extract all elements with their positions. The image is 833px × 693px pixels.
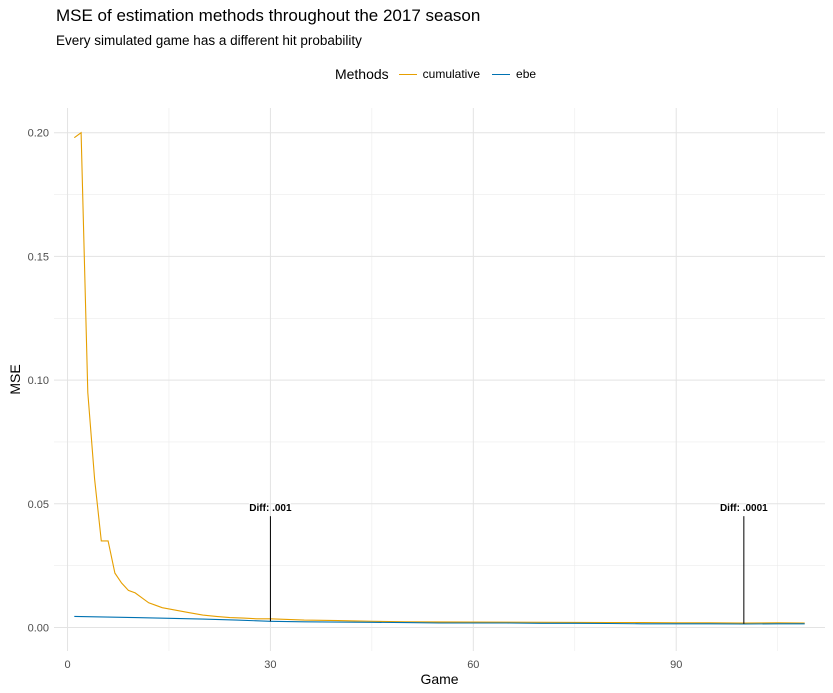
series-line-cumulative	[73, 131, 805, 624]
legend: Methods cumulative ebe	[0, 66, 833, 82]
x-tick-label: 60	[467, 659, 479, 671]
legend-item-cumulative: cumulative	[398, 67, 481, 81]
legend-swatch-cumulative	[398, 73, 417, 75]
y-tick-label: 0.20	[28, 128, 49, 140]
x-tick-label: 0	[64, 659, 70, 671]
series-line-ebe	[74, 615, 805, 625]
chart-title: MSE of estimation methods throughout the…	[56, 6, 481, 25]
annotation-label-2: Diff: .0001	[720, 503, 768, 514]
legend-swatch-ebe	[492, 73, 511, 75]
x-tick-label: 30	[264, 659, 276, 671]
legend-item-ebe: ebe	[492, 67, 536, 81]
legend-label-ebe: ebe	[516, 67, 537, 81]
y-tick-label: 0.00	[28, 622, 49, 634]
x-tick-label: 90	[670, 659, 682, 671]
chart-subtitle: Every simulated game has a different hit…	[56, 33, 362, 48]
legend-title: Methods	[334, 66, 389, 82]
y-axis-label: MSE	[7, 364, 23, 394]
x-axis-label: Game	[420, 671, 458, 687]
y-tick-label: 0.15	[28, 251, 49, 263]
annotation-label-1: Diff: .001	[249, 503, 292, 514]
legend-label-cumulative: cumulative	[422, 67, 481, 81]
y-tick-label: 0.10	[28, 375, 49, 387]
y-tick-label: 0.05	[28, 499, 49, 511]
